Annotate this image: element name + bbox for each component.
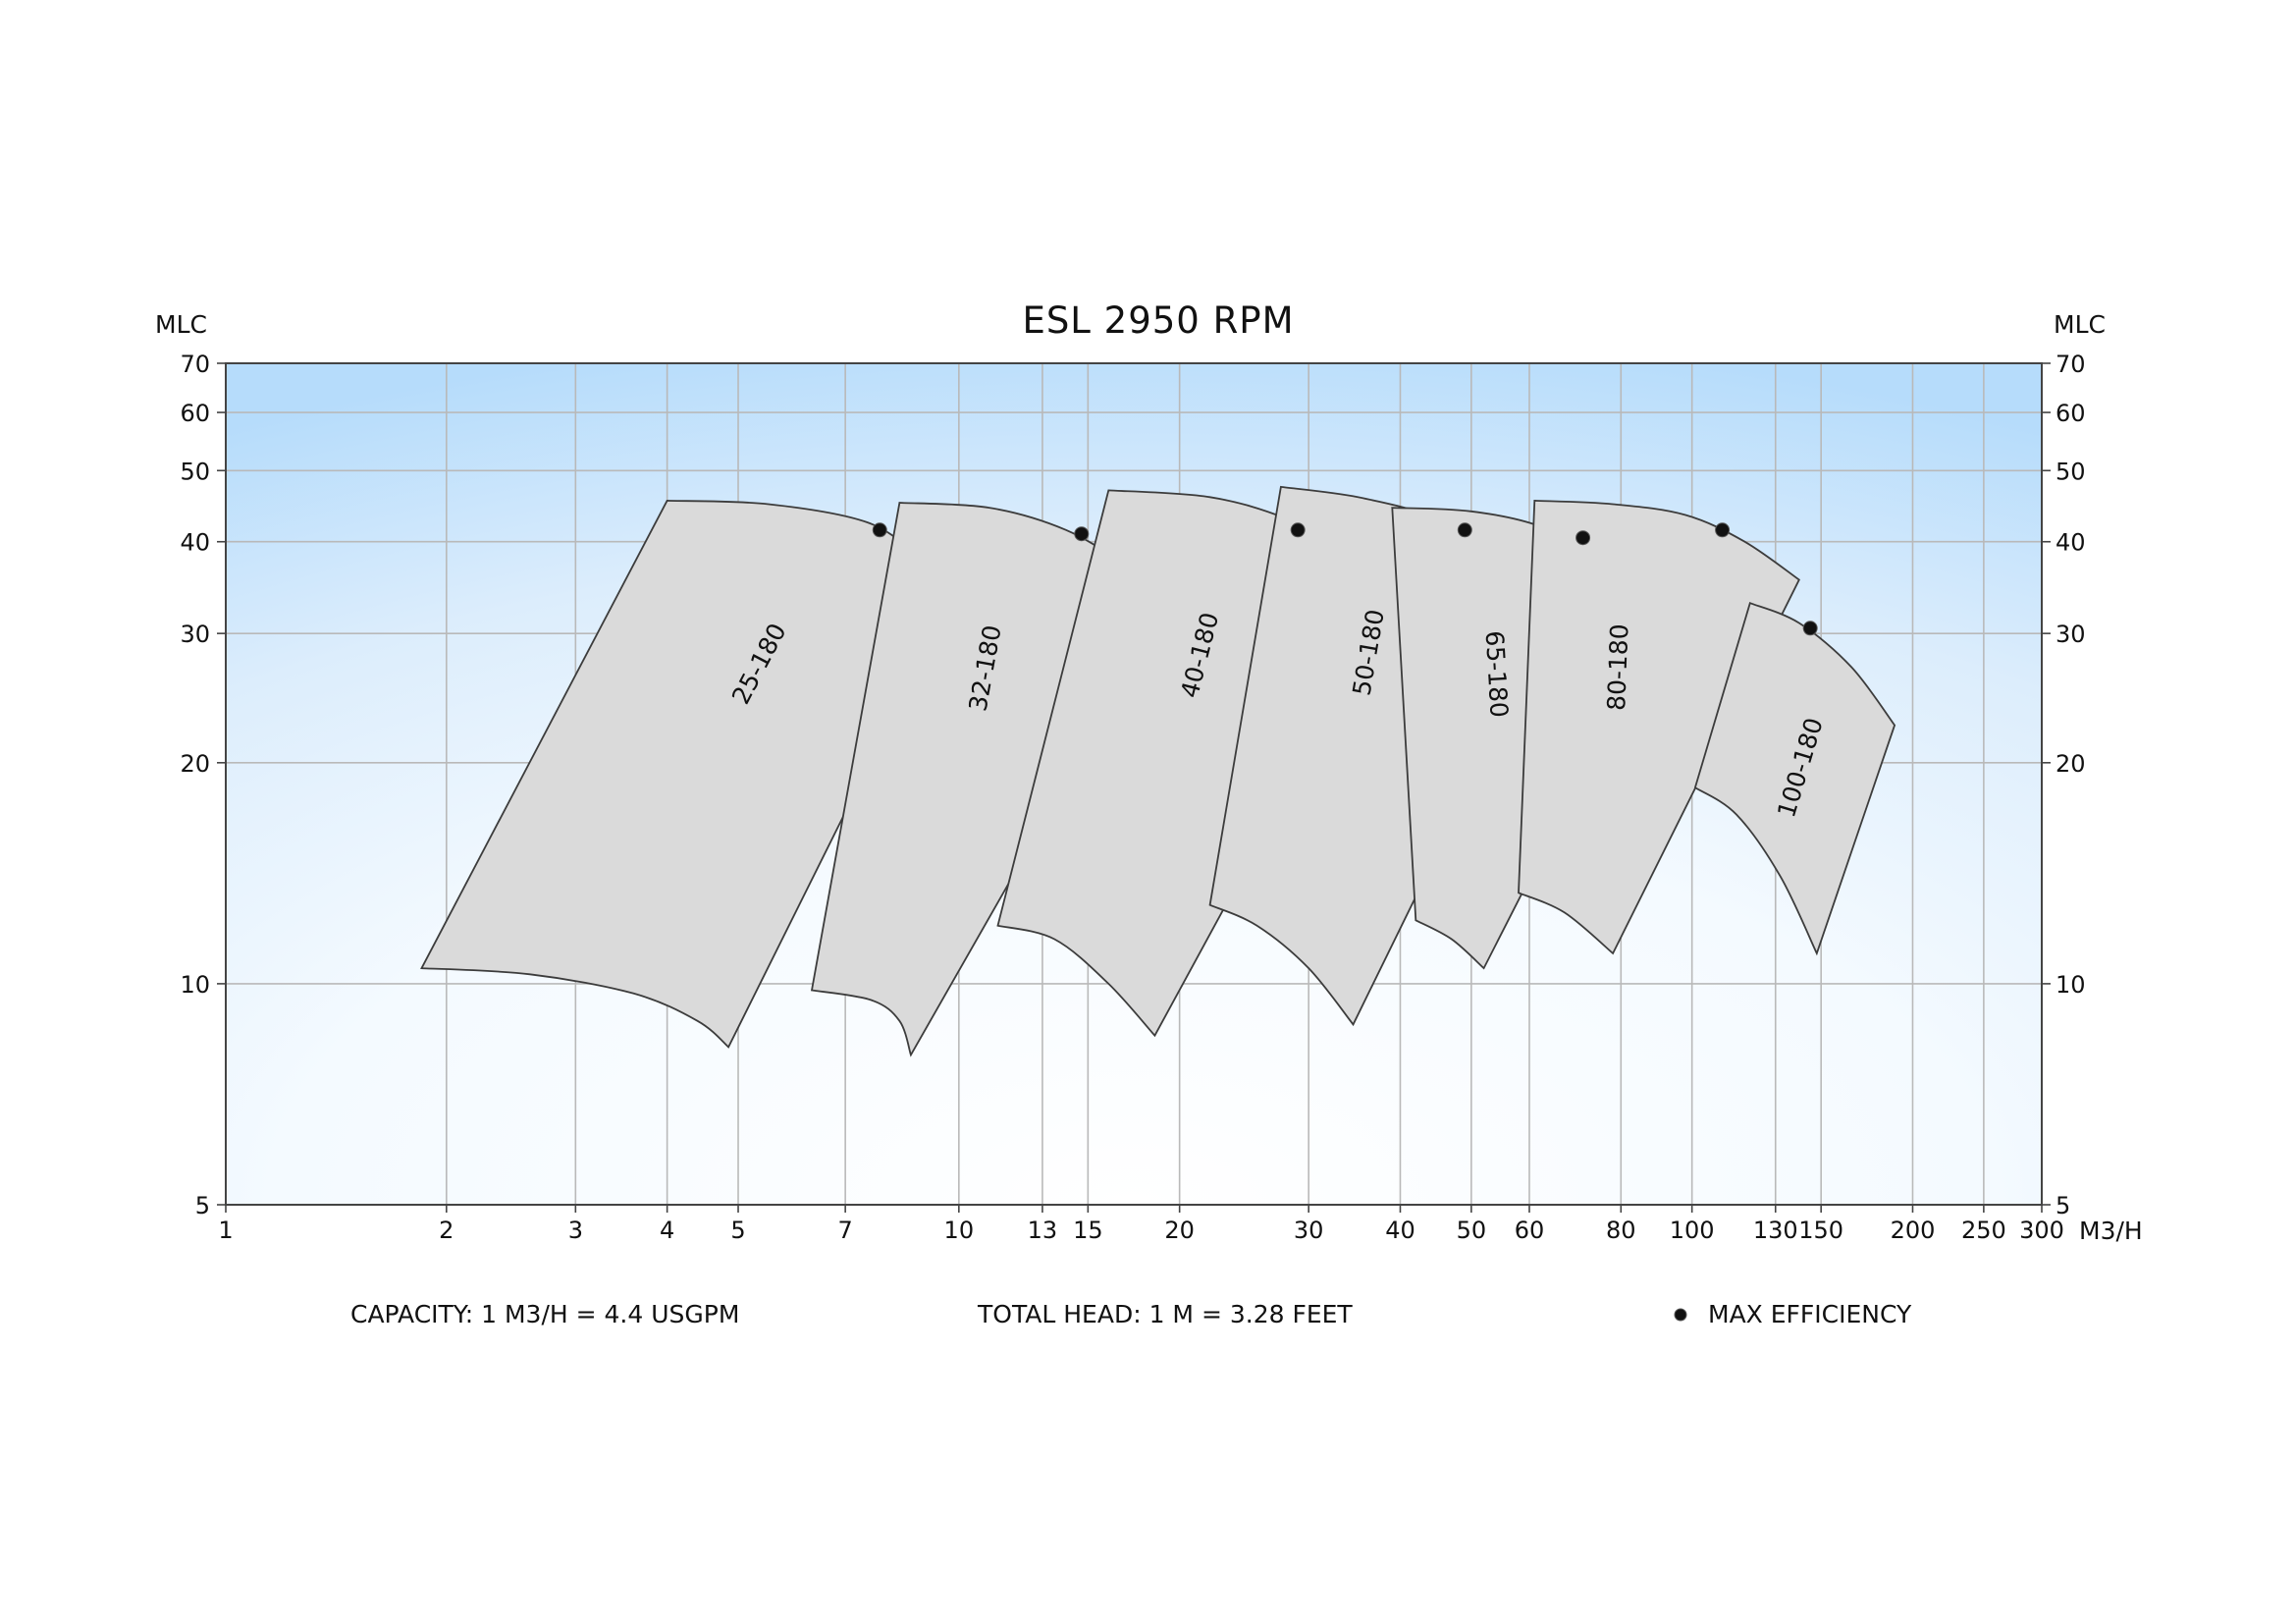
- y-tick-label-left: 60: [180, 400, 210, 427]
- y-tick-label-right: 30: [2056, 621, 2086, 648]
- series-label-80-180: 80-180: [1602, 623, 1634, 712]
- x-tick-label: 10: [944, 1217, 975, 1244]
- x-tick-label: 13: [1028, 1217, 1058, 1244]
- y-tick-label-left: 40: [180, 529, 210, 557]
- x-tick-label: 3: [568, 1217, 583, 1244]
- head-conversion-note: TOTAL HEAD: 1 M = 3.28 FEET: [977, 1300, 1353, 1328]
- bep-marker-32-180: [1074, 526, 1090, 542]
- bep-marker-100-180: [1802, 621, 1818, 636]
- x-tick-label: 15: [1073, 1217, 1103, 1244]
- y-tick-label-left: 50: [180, 458, 210, 485]
- x-tick-label: 20: [1164, 1217, 1195, 1244]
- x-tick-label: 1: [218, 1217, 233, 1244]
- chart-title: ESL 2950 RPM: [1022, 299, 1294, 342]
- axes: 1 2 3 4 5 7 10 13 15 20 30 40 50 60 80 100 130 150 200 250 3…: [180, 351, 2085, 1244]
- pump-region-100-180: [1693, 601, 1896, 956]
- bep-marker-40-180: [1290, 522, 1306, 538]
- y-tick-label-right: 60: [2056, 400, 2086, 427]
- x-unit: M3/H: [2079, 1217, 2143, 1245]
- pump-curve-regions: [420, 485, 1896, 1057]
- y-tick-label-left: 70: [180, 351, 210, 378]
- bep-marker-80-180: [1715, 522, 1731, 538]
- y-tick-label-right: 50: [2056, 458, 2086, 485]
- max-efficiency-markers: [872, 522, 1818, 636]
- x-tick-label: 4: [660, 1217, 674, 1244]
- y-unit-right: MLC: [2054, 310, 2106, 339]
- y-tick-label-right: 70: [2056, 351, 2086, 378]
- x-tick-label: 30: [1294, 1217, 1324, 1244]
- x-tick-label: 2: [439, 1217, 454, 1244]
- plot-frame: [225, 362, 2043, 1206]
- x-tick-label: 50: [1457, 1217, 1487, 1244]
- x-tick-label: 250: [1961, 1217, 2006, 1244]
- x-tick-label: 7: [838, 1217, 853, 1244]
- x-tick-label: 5: [730, 1217, 745, 1244]
- bep-marker-65-180: [1575, 530, 1591, 546]
- x-tick-label: 40: [1385, 1217, 1415, 1244]
- legend-max-efficiency-label: MAX EFFICIENCY: [1708, 1300, 1912, 1328]
- x-tick-label: 80: [1606, 1217, 1636, 1244]
- x-tick-label: 200: [1891, 1217, 1936, 1244]
- y-tick-label-right: 5: [2056, 1192, 2070, 1219]
- y-tick-label-left: 20: [180, 750, 210, 778]
- y-tick-label-left: 5: [195, 1192, 210, 1219]
- y-unit-left: MLC: [155, 310, 207, 339]
- x-tick-label: 100: [1670, 1217, 1715, 1244]
- y-tick-label-right: 40: [2056, 529, 2086, 557]
- x-tick-label: 60: [1515, 1217, 1545, 1244]
- y-tick-label-left: 10: [180, 971, 210, 999]
- x-tick-label: 150: [1798, 1217, 1843, 1244]
- capacity-conversion-note: CAPACITY: 1 M3/H = 4.4 USGPM: [350, 1300, 739, 1328]
- series-label-65-180: 65-180: [1480, 630, 1514, 719]
- legend-max-efficiency-marker: [1674, 1308, 1687, 1322]
- x-tick-label: 300: [2019, 1217, 2064, 1244]
- x-tick-label: 130: [1753, 1217, 1798, 1244]
- y-tick-label-right: 20: [2056, 750, 2086, 778]
- bep-marker-25-180: [872, 522, 887, 538]
- pump-region-80-180: [1518, 499, 1800, 955]
- y-tick-label-right: 10: [2056, 971, 2086, 999]
- y-tick-label-left: 30: [180, 621, 210, 648]
- bep-marker-50-180: [1457, 522, 1472, 538]
